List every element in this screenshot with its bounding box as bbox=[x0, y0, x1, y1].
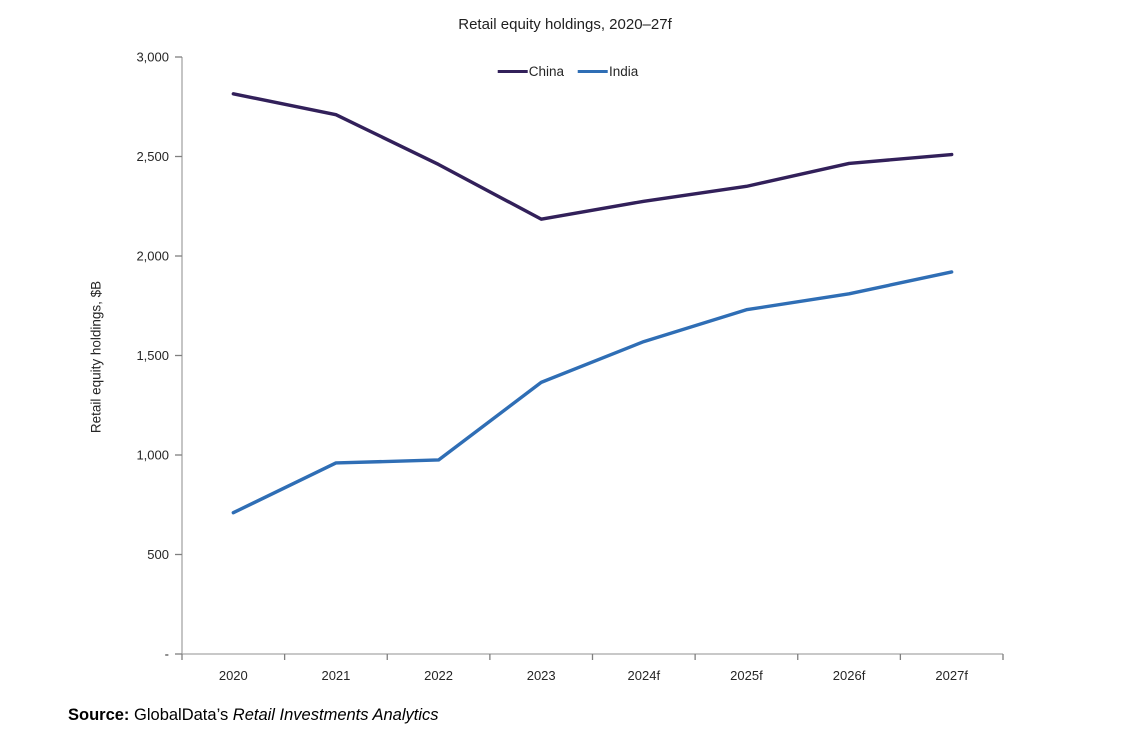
y-tick-label: 1,500 bbox=[136, 348, 169, 363]
y-tick-label: - bbox=[165, 647, 169, 662]
china-line-swatch bbox=[497, 69, 528, 74]
legend-item-china: China bbox=[497, 64, 564, 79]
chart-title: Retail equity holdings, 2020–27f bbox=[458, 16, 672, 33]
y-tick-label: 2,000 bbox=[136, 249, 169, 264]
y-tick-label: 1,000 bbox=[136, 448, 169, 463]
x-tick-label: 2022 bbox=[424, 668, 453, 683]
source-label: Source: bbox=[68, 706, 130, 724]
source-note: Source: GlobalData’s Retail Investments … bbox=[68, 706, 439, 725]
chart-legend: China India bbox=[497, 64, 638, 79]
x-tick-label: 2021 bbox=[321, 668, 350, 683]
y-tick-label: 500 bbox=[147, 547, 169, 562]
legend-label-india: India bbox=[609, 64, 639, 79]
x-tick-label: 2023 bbox=[527, 668, 556, 683]
india-line-swatch bbox=[578, 69, 608, 74]
x-tick-label: 2026f bbox=[833, 668, 866, 683]
y-tick-label: 3,000 bbox=[136, 50, 169, 65]
x-tick-label: 2025f bbox=[730, 668, 763, 683]
x-tick-label: 2024f bbox=[628, 668, 661, 683]
x-tick-label: 2020 bbox=[219, 668, 248, 683]
legend-label-china: China bbox=[528, 64, 564, 79]
india-line bbox=[231, 270, 954, 515]
source-product: Retail Investments Analytics bbox=[232, 706, 439, 724]
legend-item-india: India bbox=[578, 64, 638, 79]
x-tick-label: 2027f bbox=[935, 668, 968, 683]
y-tick-label: 2,500 bbox=[136, 149, 169, 164]
china-line bbox=[231, 92, 954, 221]
source-publisher: GlobalData’s bbox=[129, 706, 233, 724]
